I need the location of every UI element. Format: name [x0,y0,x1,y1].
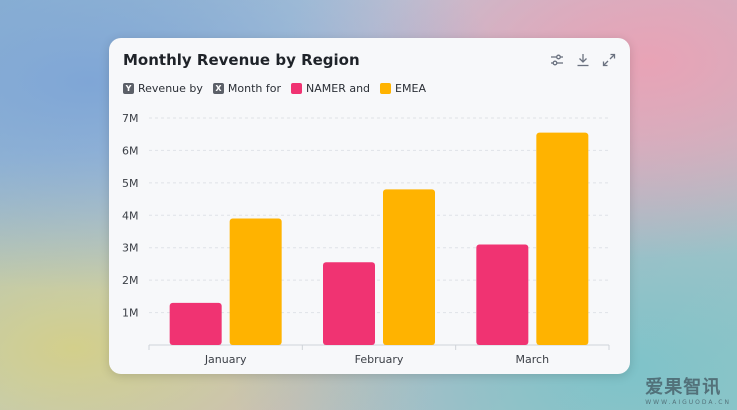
legend-series-emea: EMEA [395,82,426,95]
x-tick-label: March [516,353,550,366]
y-tick-label: 6M [122,144,139,157]
x-tick-label: January [204,353,247,366]
download-icon[interactable] [576,52,590,67]
y-tick-label: 5M [122,177,139,190]
legend-y-text: Revenue by [138,82,203,95]
y-tick-label: 2M [122,274,139,287]
legend-series-namer: NAMER and [306,82,371,95]
y-tick-label: 3M [122,242,139,255]
y-tick-label: 1M [122,307,139,320]
bar-namer-february [323,262,375,345]
y-axis-badge: Y [123,83,134,94]
legend-x-text: Month for [227,82,282,95]
y-tick-label: 7M [122,112,139,125]
legend-swatch-emea [380,83,392,94]
watermark-logo: 爱果智讯 WWW.AIGUODA.CN [645,377,731,406]
y-tick-label: 4M [122,209,139,222]
bar-namer-january [169,302,222,345]
bar-emea-march [536,132,589,345]
chart-legend: Y Revenue by X Month for NAMER and EMEA [123,82,426,95]
legend-swatch-namer [291,83,303,94]
x-axis-badge: X [212,83,224,94]
chart-card: Monthly Revenue by Region Y Revenue by X… [109,38,630,374]
expand-icon[interactable] [602,52,616,67]
bar-namer-march [476,244,529,345]
bar-emea-january [229,218,282,345]
sliders-icon[interactable] [550,52,564,66]
chart-toolbar [550,52,616,67]
bar-emea-february [383,189,435,345]
bar-chart: 1M 2M 3M 4M 5M 6M 7M January February March [122,112,610,366]
chart-title: Monthly Revenue by Region [123,51,360,69]
x-tick-label: February [355,353,404,366]
